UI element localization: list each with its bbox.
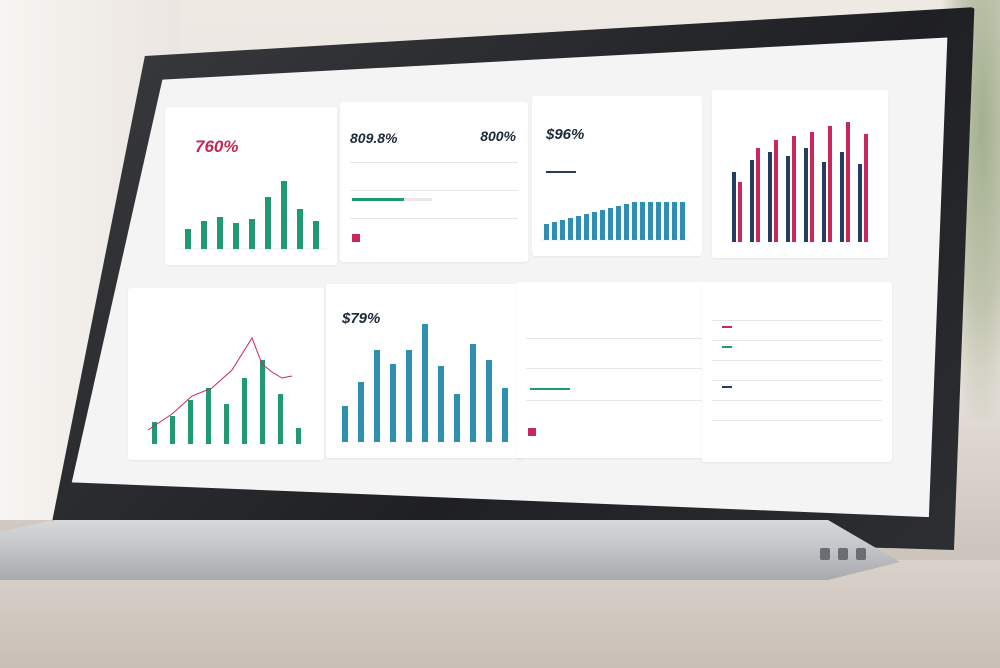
bars: [342, 324, 508, 442]
bars: [544, 202, 685, 240]
bar: [265, 197, 271, 249]
bar-chart-green: [177, 181, 327, 250]
series-crimson: [738, 122, 868, 242]
divider: [712, 340, 882, 341]
divider: [526, 400, 702, 401]
usb-port-icon: [856, 548, 866, 560]
divider: [712, 400, 882, 401]
divider: [526, 338, 702, 339]
usb-port-icon: [838, 548, 848, 560]
panel-value: $96%: [546, 126, 585, 143]
series-navy: [732, 148, 862, 242]
progress-bar: [352, 198, 432, 201]
bar: [233, 223, 239, 249]
panel-2: 809.8% 800%: [340, 102, 528, 262]
panel-5: [128, 288, 324, 460]
bars: [152, 360, 301, 444]
table-accents: [722, 326, 732, 388]
bar: [281, 181, 287, 249]
panel-value: 760%: [195, 137, 239, 156]
bar: [185, 229, 191, 249]
laptop-ports: [820, 548, 880, 564]
panel-6: $79%: [326, 284, 524, 458]
panel-value: $79%: [342, 310, 381, 327]
divider: [712, 380, 882, 381]
legend-swatch: [528, 428, 536, 436]
divider: [526, 368, 702, 369]
grouped-bar-chart: [732, 122, 868, 242]
panel-3: $96%: [532, 96, 702, 256]
line-bar-combo-chart: [147, 336, 301, 444]
dashboard-screen: 760% 809.8% 800%: [71, 37, 948, 518]
bar: [217, 217, 223, 249]
legend-swatch: [352, 234, 360, 242]
laptop-base: [0, 520, 900, 580]
panel-value-right: 800%: [480, 128, 516, 144]
progress-bar: [530, 388, 570, 390]
panel-1: 760%: [165, 107, 337, 265]
divider: [712, 320, 882, 321]
divider: [712, 360, 882, 361]
bar: [297, 209, 303, 249]
divider: [350, 162, 518, 163]
panel-value-left: 809.8%: [350, 130, 398, 146]
divider: [350, 218, 518, 219]
bar-chart-blue-tall: [342, 324, 508, 442]
usb-port-icon: [820, 548, 830, 560]
divider: [350, 190, 518, 191]
divider: [712, 420, 882, 421]
bar: [201, 221, 207, 249]
bar: [313, 221, 319, 249]
panel-7: [516, 282, 712, 458]
panel-8: [702, 282, 892, 462]
bar: [249, 219, 255, 249]
progress-bar: [546, 171, 576, 173]
bar-chart-blue: [540, 202, 690, 241]
trend-line: [147, 336, 293, 431]
panel-4: [712, 90, 888, 258]
